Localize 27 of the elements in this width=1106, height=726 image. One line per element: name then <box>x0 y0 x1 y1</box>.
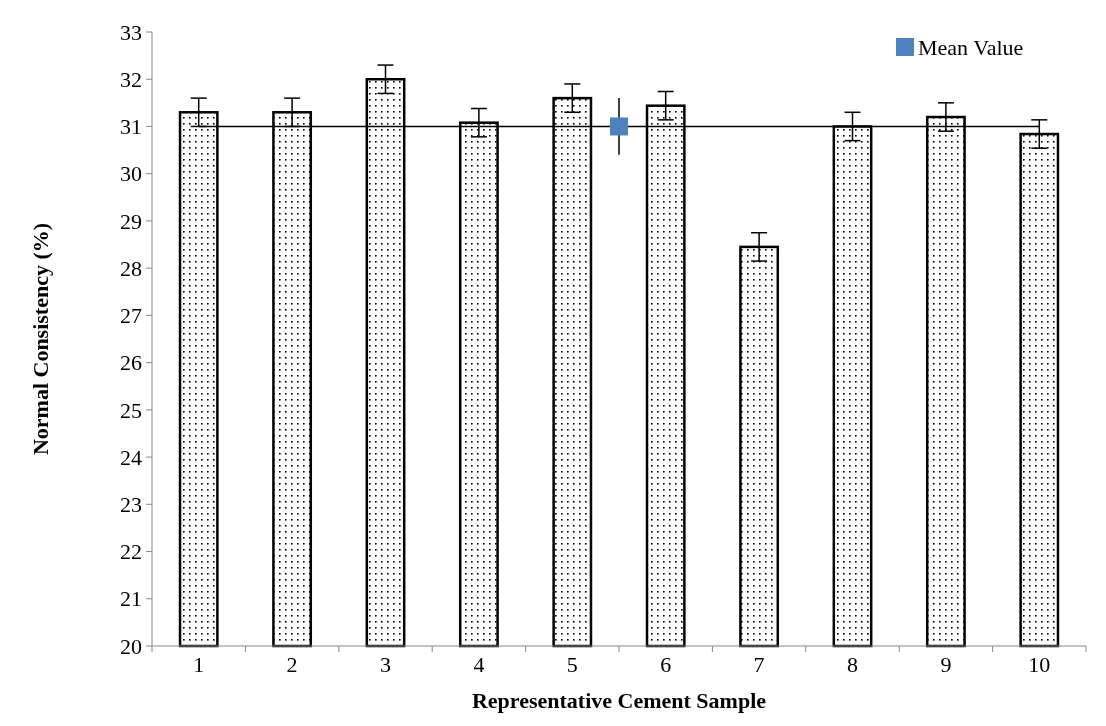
y-tick-label: 23 <box>120 492 142 518</box>
y-tick-label: 25 <box>120 397 142 423</box>
x-tick-label: 8 <box>847 652 858 677</box>
y-tick-label: 30 <box>120 161 142 187</box>
y-tick-label: 26 <box>120 350 142 376</box>
y-tick-label: 24 <box>120 444 142 470</box>
y-tick-label: 28 <box>120 255 142 281</box>
y-tick-label: 21 <box>120 586 142 612</box>
legend-label: Mean Value <box>918 34 1024 60</box>
x-tick-label: 1 <box>193 652 205 677</box>
x-tick-label: 10 <box>1028 652 1051 677</box>
y-tick-label: 31 <box>120 114 142 140</box>
x-tick-label: 7 <box>753 652 765 677</box>
y-tick-label: 27 <box>120 303 142 329</box>
x-tick-label: 6 <box>660 652 672 677</box>
x-tick-label: 9 <box>940 652 952 677</box>
y-tick-label: 32 <box>120 66 142 92</box>
x-tick-label: 5 <box>566 652 578 677</box>
x-tick-label: 2 <box>286 652 298 677</box>
x-tick-label: 4 <box>473 652 485 677</box>
y-tick-label: 22 <box>120 539 142 565</box>
x-axis-title: Representative Cement Sample <box>471 688 767 713</box>
y-tick-label: 29 <box>120 208 142 234</box>
y-axis-title: Normal Consistency (%) <box>28 222 53 456</box>
y-tick-label: 33 <box>120 19 142 45</box>
x-tick-label: 3 <box>380 652 391 677</box>
y-tick-label: 20 <box>120 633 142 659</box>
